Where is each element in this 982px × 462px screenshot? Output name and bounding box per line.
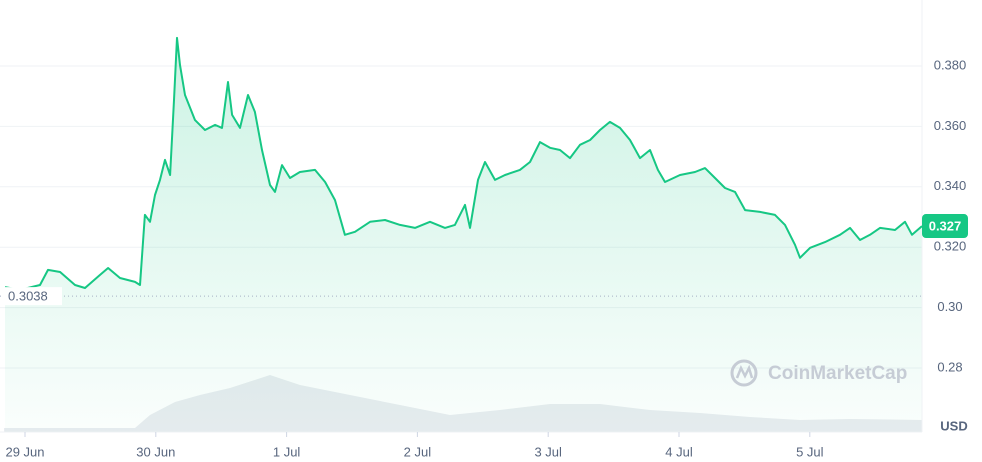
y-tick-label: 0.320 bbox=[934, 239, 967, 254]
price-line bbox=[4, 36, 923, 291]
line-area bbox=[5, 37, 922, 433]
open-price-bg bbox=[2, 287, 62, 306]
y-tick-label: 0.340 bbox=[934, 178, 967, 193]
x-tick-label: 1 Jul bbox=[273, 444, 301, 459]
y-tick-label: 0.30 bbox=[937, 299, 962, 314]
x-tick-label: 5 Jul bbox=[796, 444, 824, 459]
open-price-label: 0.3038 bbox=[8, 289, 48, 304]
x-tick-label: 4 Jul bbox=[665, 444, 693, 459]
unit-label: USD bbox=[940, 418, 967, 433]
y-tick-label: 0.360 bbox=[934, 118, 967, 133]
x-tick-label: 30 Jun bbox=[136, 444, 175, 459]
current-price-badge bbox=[922, 214, 968, 239]
watermark-text: CoinMarketCap bbox=[768, 363, 907, 384]
y-tick-label: 0.28 bbox=[937, 359, 962, 374]
y-tick-label: 0.380 bbox=[934, 57, 967, 72]
x-tick-label: 2 Jul bbox=[404, 444, 432, 459]
watermark: CoinMarketCap bbox=[730, 359, 907, 387]
x-tick-label: 3 Jul bbox=[534, 444, 562, 459]
area-layer bbox=[5, 37, 922, 433]
x-tick-label: 29 Jun bbox=[5, 444, 44, 459]
current-price-label: 0.327 bbox=[929, 218, 962, 233]
